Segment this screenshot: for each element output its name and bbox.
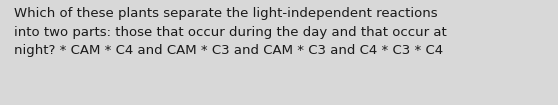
Text: Which of these plants separate the light-independent reactions
into two parts: t: Which of these plants separate the light… [14, 7, 447, 57]
